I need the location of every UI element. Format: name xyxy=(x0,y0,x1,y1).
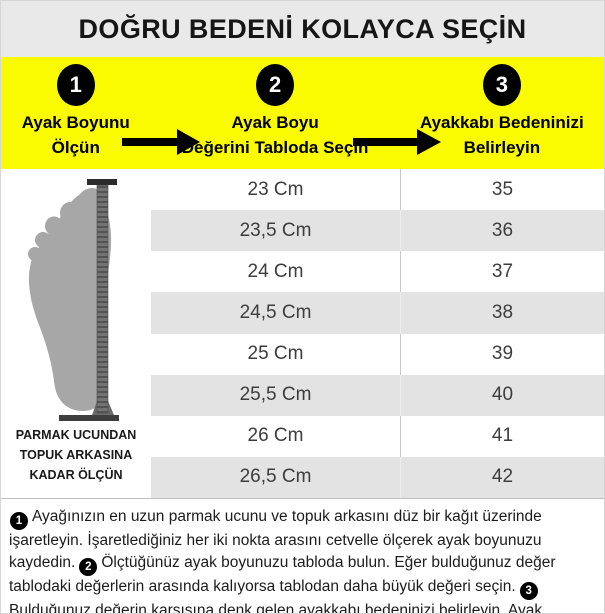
foot-length-cell: 24,5 Cm xyxy=(151,292,401,334)
step-label: Ayakkabı Bedeninizi Belirleyin xyxy=(419,113,584,157)
shoe-size-cell: 41 xyxy=(491,425,514,447)
foot-measurement-illustration xyxy=(28,179,119,421)
instruction-text-segment: Ayağınızın en uzun parmak ucunu ve topuk… xyxy=(9,508,542,571)
instruction-step-badge: 2 xyxy=(79,558,98,576)
table-row: 24 Cm 37 xyxy=(151,251,604,293)
foot-length-cell: 26 Cm xyxy=(151,415,401,457)
foot-length-cell: 25,5 Cm xyxy=(151,374,401,416)
foot-length-cell: 23 Cm xyxy=(151,169,401,211)
foot-length-cell: 24 Cm xyxy=(151,251,401,293)
instruction-step-badge: 3 xyxy=(519,582,538,600)
shoe-size-cell: 39 xyxy=(491,343,514,365)
step-1-measure-foot: 1 Ayak Boyunu Ölçün xyxy=(1,57,151,169)
table-row: 26 Cm 41 xyxy=(151,415,604,457)
ruler-bar xyxy=(96,184,109,414)
shoe-size-cell: 36 xyxy=(491,219,514,241)
table-row: 26,5 Cm 42 xyxy=(151,456,604,498)
table-row: 25,5 Cm 40 xyxy=(151,374,604,416)
step-label: Ayak Boyu Değerini Tabloda Seçin xyxy=(181,113,369,157)
step-2-find-in-table: 2 Ayak Boyu Değerini Tabloda Seçin xyxy=(151,57,400,169)
table-row: 25 Cm 39 xyxy=(151,333,604,375)
arrow-right-icon xyxy=(122,129,200,155)
foot-length-cell: 23,5 Cm xyxy=(151,210,401,252)
instruction-text-segment: Bulduğunuz değerin karşısına denk gelen … xyxy=(9,602,543,614)
instruction-text-segment: Ölçtüğünüz ayak boyunuzu tabloda bulun. … xyxy=(9,554,556,595)
table-row: 24,5 Cm 38 xyxy=(151,292,604,334)
step-label: Ayak Boyunu Ölçün xyxy=(21,113,130,157)
foot-outline xyxy=(28,191,112,411)
ruler-top-cap xyxy=(87,179,117,185)
step-3-pick-size: 3 Ayakkabı Bedeninizi Belirleyin xyxy=(400,57,604,169)
title-bar: DOĞRU BEDENİ KOLAYCA SEÇİN xyxy=(1,1,604,57)
shoe-size-cell: 38 xyxy=(491,301,514,323)
table-row: 23 Cm 35 xyxy=(151,169,604,211)
ruler-bottom-line xyxy=(59,415,119,421)
shoe-size-cell: 37 xyxy=(491,260,514,282)
step-number-badge: 1 xyxy=(56,64,95,106)
foot-length-cell: 25 Cm xyxy=(151,333,401,375)
size-table: 23 Cm 35 23,5 Cm 36 24 Cm 37 24,5 Cm 38 25 Cm 39 2… xyxy=(151,169,604,498)
step-number-badge: 3 xyxy=(482,64,521,106)
shoe-size-cell: 35 xyxy=(491,178,514,200)
measurement-caption: PARMAK UCUNDAN TOPUK ARKASINA KADAR ÖLÇÜ… xyxy=(15,428,137,482)
arrow-right-icon xyxy=(353,129,441,155)
foot-panel: PARMAK UCUNDAN TOPUK ARKASINA KADAR ÖLÇÜ… xyxy=(1,169,151,498)
table-row: 23,5 Cm 36 xyxy=(151,210,604,252)
foot-length-cell: 26,5 Cm xyxy=(151,456,401,498)
shoe-size-cell: 42 xyxy=(491,466,514,488)
step-number-badge: 2 xyxy=(256,64,295,106)
steps-band: 1 Ayak Boyunu Ölçün 2 Ayak Boyu Değerini… xyxy=(1,57,604,169)
page-title: DOĞRU BEDENİ KOLAYCA SEÇİN xyxy=(78,13,527,44)
instruction-step-badge: 1 xyxy=(10,512,28,530)
shoe-size-cell: 40 xyxy=(491,384,514,406)
content-area: PARMAK UCUNDAN TOPUK ARKASINA KADAR ÖLÇÜ… xyxy=(1,169,604,498)
instructions: 1 Ayağınızın en uzun parmak ucunu ve topu… xyxy=(1,498,604,614)
